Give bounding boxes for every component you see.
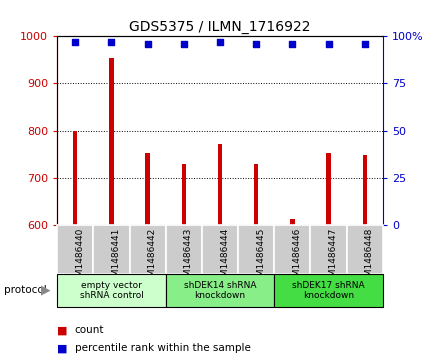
Text: GSM1486441: GSM1486441 — [111, 228, 121, 288]
Bar — [182, 164, 186, 225]
Point — [216, 39, 224, 45]
Text: protocol: protocol — [4, 285, 47, 295]
Bar — [218, 144, 222, 225]
Point — [180, 41, 187, 47]
Bar — [290, 219, 294, 225]
Point — [253, 41, 260, 47]
Bar — [238, 225, 274, 274]
Bar — [166, 274, 274, 307]
Bar — [129, 225, 166, 274]
Text: empty vector
shRNA control: empty vector shRNA control — [80, 281, 143, 300]
Text: GSM1486444: GSM1486444 — [220, 228, 229, 288]
Bar — [146, 153, 150, 225]
Bar — [73, 131, 77, 225]
Bar — [326, 153, 331, 225]
Text: GSM1486442: GSM1486442 — [148, 228, 157, 288]
Bar — [57, 225, 93, 274]
Point — [361, 41, 368, 47]
Point — [72, 39, 79, 45]
Point — [325, 41, 332, 47]
Bar — [166, 225, 202, 274]
Bar — [57, 274, 166, 307]
Point — [289, 41, 296, 47]
Bar — [347, 225, 383, 274]
Text: GSM1486445: GSM1486445 — [256, 228, 265, 288]
Text: GSM1486446: GSM1486446 — [292, 228, 301, 288]
Bar — [363, 155, 367, 225]
Text: shDEK17 shRNA
knockdown: shDEK17 shRNA knockdown — [292, 281, 365, 300]
Text: count: count — [75, 325, 104, 335]
Text: GSM1486443: GSM1486443 — [184, 228, 193, 288]
Text: ■: ■ — [57, 325, 68, 335]
Point — [108, 39, 115, 45]
Title: GDS5375 / ILMN_1716922: GDS5375 / ILMN_1716922 — [129, 20, 311, 34]
Text: percentile rank within the sample: percentile rank within the sample — [75, 343, 251, 354]
Bar — [202, 225, 238, 274]
Text: GSM1486448: GSM1486448 — [365, 228, 374, 288]
Bar — [254, 164, 258, 225]
Bar — [93, 225, 129, 274]
Bar — [274, 274, 383, 307]
Point — [144, 41, 151, 47]
Bar — [109, 57, 114, 225]
Text: GSM1486447: GSM1486447 — [329, 228, 337, 288]
Bar — [311, 225, 347, 274]
Text: ■: ■ — [57, 343, 68, 354]
Text: shDEK14 shRNA
knockdown: shDEK14 shRNA knockdown — [184, 281, 256, 300]
Text: ▶: ▶ — [41, 284, 51, 297]
Bar — [274, 225, 311, 274]
Text: GSM1486440: GSM1486440 — [75, 228, 84, 288]
